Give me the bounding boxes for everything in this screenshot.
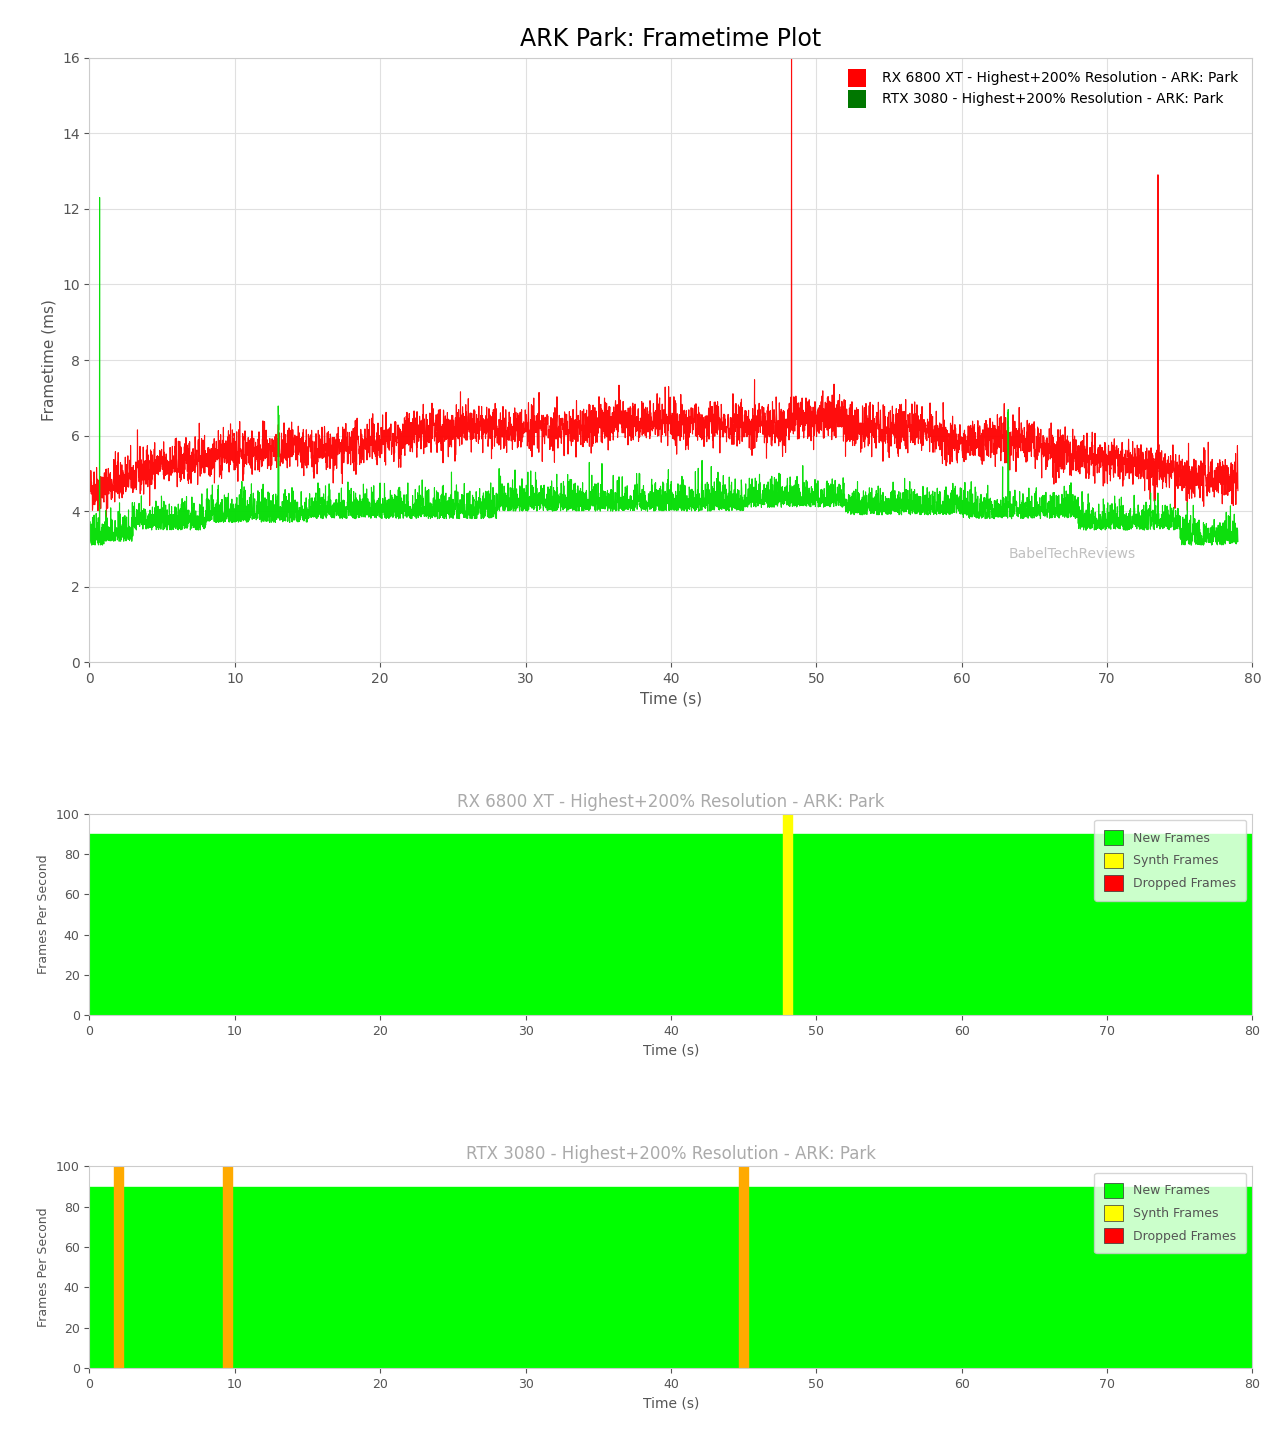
X-axis label: Time (s): Time (s)	[643, 1397, 699, 1410]
Bar	[89, 1187, 1252, 1368]
Bar	[739, 1166, 748, 1368]
Y-axis label: Frames Per Second: Frames Per Second	[37, 1207, 50, 1328]
Title: RX 6800 XT - Highest+200% Resolution - ARK: Park: RX 6800 XT - Highest+200% Resolution - A…	[458, 792, 884, 811]
Bar	[114, 1166, 123, 1368]
X-axis label: Time (s): Time (s)	[643, 1044, 699, 1057]
Legend: RX 6800 XT - Highest+200% Resolution - ARK: Park, RTX 3080 - Highest+200% Resolu: RX 6800 XT - Highest+200% Resolution - A…	[837, 65, 1246, 114]
Bar	[224, 1166, 231, 1368]
Title: ARK Park: Frametime Plot: ARK Park: Frametime Plot	[520, 27, 822, 52]
Bar	[89, 834, 1252, 1015]
Text: BabelTechReviews: BabelTechReviews	[1008, 547, 1136, 560]
Y-axis label: Frames Per Second: Frames Per Second	[37, 854, 50, 975]
Legend: New Frames, Synth Frames, Dropped Frames: New Frames, Synth Frames, Dropped Frames	[1094, 1172, 1246, 1253]
Title: RTX 3080 - Highest+200% Resolution - ARK: Park: RTX 3080 - Highest+200% Resolution - ARK…	[466, 1145, 875, 1164]
Legend: New Frames, Synth Frames, Dropped Frames: New Frames, Synth Frames, Dropped Frames	[1094, 819, 1246, 900]
X-axis label: Time (s): Time (s)	[640, 691, 702, 707]
Bar	[783, 814, 791, 1015]
Y-axis label: Frametime (ms): Frametime (ms)	[41, 300, 56, 420]
